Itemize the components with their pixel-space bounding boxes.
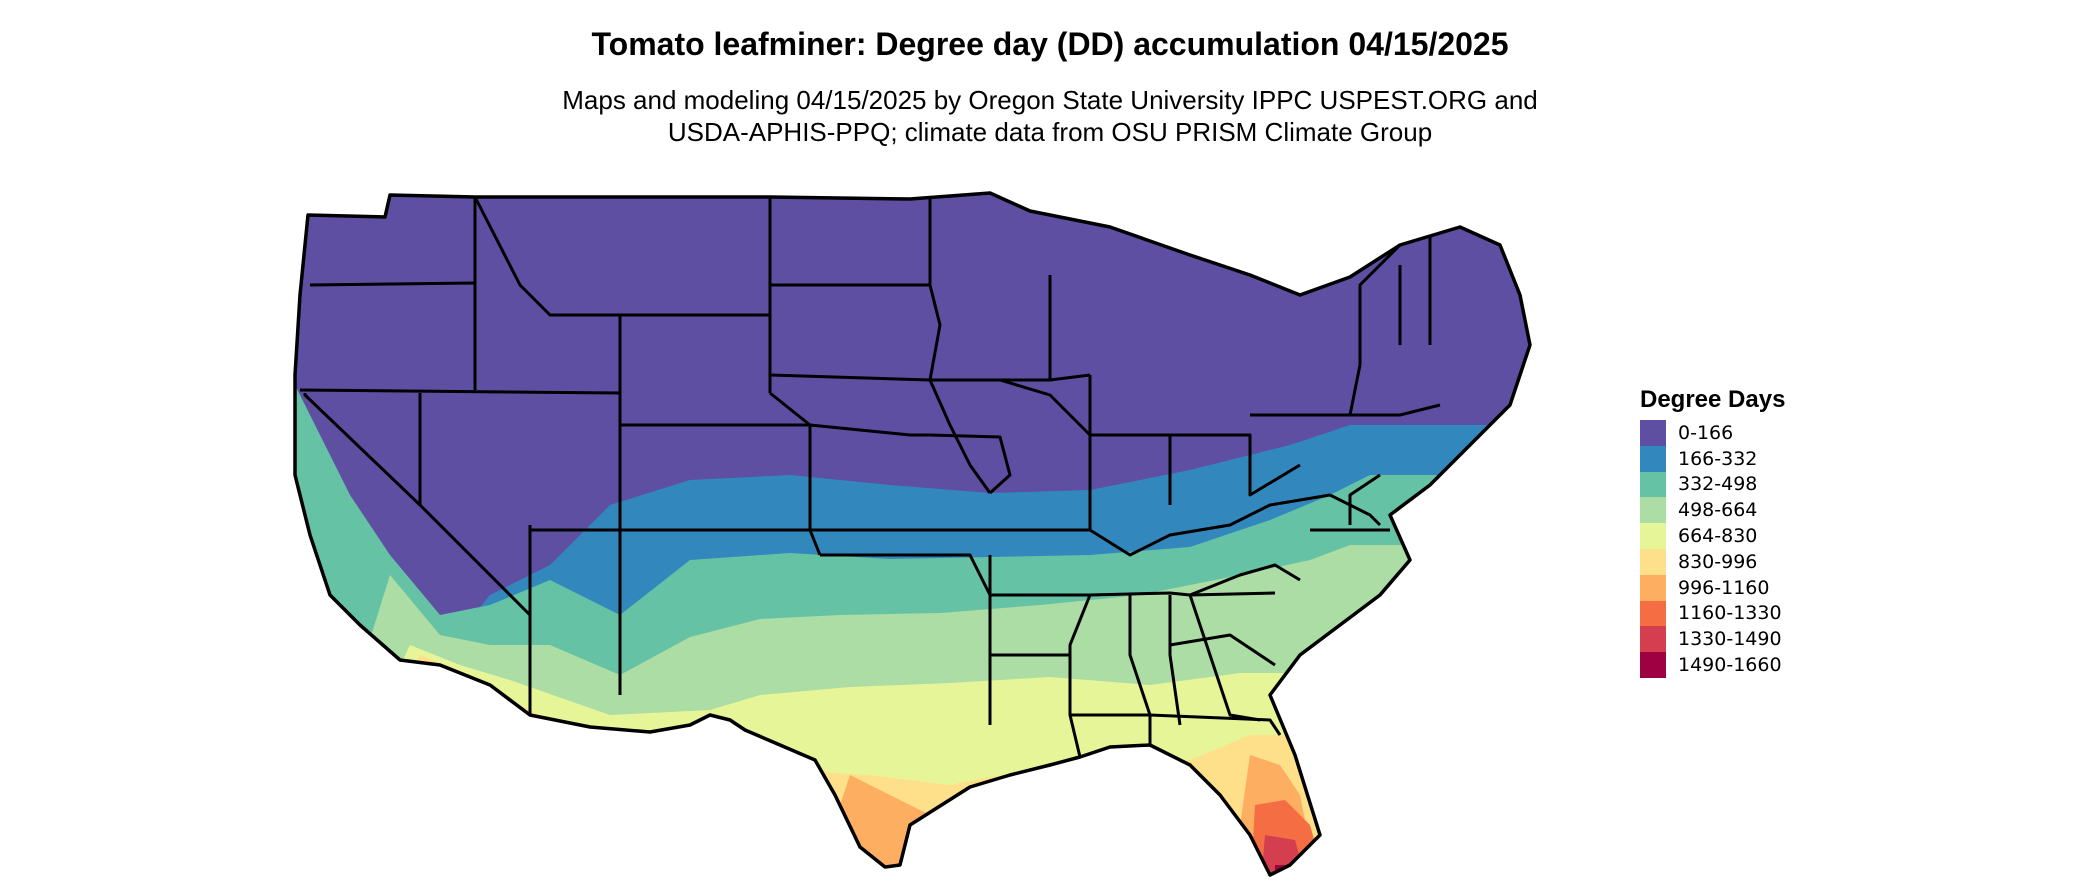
- band-664-830: [295, 645, 1530, 875]
- legend-label: 332-498: [1678, 473, 1758, 496]
- legend-item: 166-332: [1640, 445, 1785, 472]
- legend-item: 1160-1330: [1640, 600, 1785, 627]
- legend-swatch: [1640, 600, 1666, 627]
- legend-swatch: [1640, 652, 1666, 678]
- legend-label: 498-664: [1678, 499, 1758, 522]
- legend-item: 830-996: [1640, 548, 1785, 575]
- legend-swatch: [1640, 574, 1666, 601]
- legend-item: 664-830: [1640, 523, 1785, 549]
- legend-label: 1330-1490: [1678, 628, 1782, 651]
- subtitle-line-2: USDA-APHIS-PPQ; climate data from OSU PR…: [667, 117, 1433, 147]
- legend-swatch: [1640, 420, 1666, 446]
- state-boundaries: [299, 196, 1441, 758]
- legend-item: 996-1160: [1640, 574, 1785, 601]
- legend-swatch: [1640, 626, 1666, 653]
- legend-items: 0-166 166-332 332-498 498-664 664-830 83…: [1640, 420, 1785, 678]
- legend-label: 1490-1660: [1678, 654, 1782, 677]
- legend-label: 0-166: [1678, 421, 1734, 444]
- map-title: Tomato leafminer: Degree day (DD) accumu…: [591, 26, 1509, 62]
- legend-item: 1330-1490: [1640, 626, 1785, 653]
- legend-item: 1490-1660: [1640, 652, 1785, 678]
- legend-title: Degree Days: [1640, 386, 1786, 413]
- legend-swatch: [1640, 523, 1666, 549]
- legend-label: 1160-1330: [1678, 602, 1782, 625]
- subtitle-line-1: Maps and modeling 04/15/2025 by Oregon S…: [562, 85, 1538, 115]
- legend-swatch: [1640, 497, 1666, 524]
- legend-swatch: [1640, 445, 1666, 472]
- legend-swatch: [1640, 471, 1666, 498]
- legend-item: 498-664: [1640, 497, 1785, 524]
- legend: Degree Days 0-166 166-332 332-498 498-66…: [1640, 386, 1785, 678]
- legend-label: 664-830: [1678, 525, 1758, 548]
- map-subtitle: Maps and modeling 04/15/2025 by Oregon S…: [0, 84, 2100, 148]
- degree-day-map: [293, 191, 1532, 877]
- legend-label: 830-996: [1678, 550, 1758, 573]
- legend-item: 332-498: [1640, 471, 1785, 498]
- legend-swatch: [1640, 548, 1666, 575]
- legend-label: 996-1160: [1678, 576, 1770, 599]
- us-outline: [293, 191, 1532, 877]
- legend-label: 166-332: [1678, 447, 1758, 470]
- legend-item: 0-166: [1640, 420, 1785, 446]
